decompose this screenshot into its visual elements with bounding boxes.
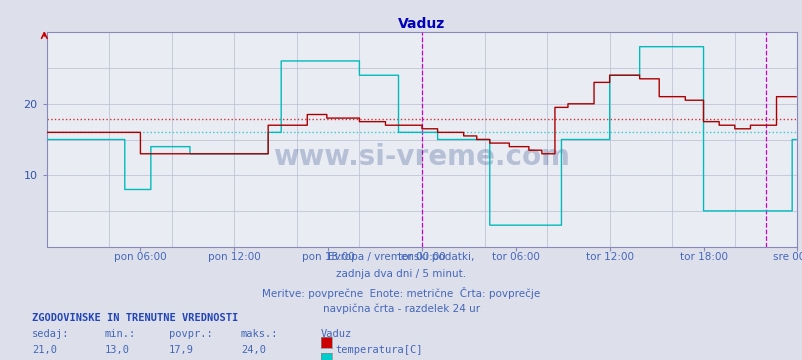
Text: www.si-vreme.com: www.si-vreme.com [273, 143, 569, 171]
Text: temperatura[C]: temperatura[C] [335, 345, 423, 355]
Title: Vaduz: Vaduz [398, 17, 445, 31]
Text: ZGODOVINSKE IN TRENUTNE VREDNOSTI: ZGODOVINSKE IN TRENUTNE VREDNOSTI [32, 313, 238, 323]
Text: maks.:: maks.: [241, 329, 278, 339]
Text: sedaj:: sedaj: [32, 329, 70, 339]
Text: navpična črta - razdelek 24 ur: navpična črta - razdelek 24 ur [322, 304, 480, 314]
Text: Evropa / vremenski podatki,: Evropa / vremenski podatki, [328, 252, 474, 262]
Text: Vaduz: Vaduz [321, 329, 352, 339]
Text: Meritve: povprečne  Enote: metrične  Črta: povprečje: Meritve: povprečne Enote: metrične Črta:… [262, 287, 540, 298]
Text: 24,0: 24,0 [241, 345, 265, 355]
Text: 21,0: 21,0 [32, 345, 57, 355]
Text: 17,9: 17,9 [168, 345, 193, 355]
Text: zadnja dva dni / 5 minut.: zadnja dva dni / 5 minut. [336, 269, 466, 279]
Text: 13,0: 13,0 [104, 345, 129, 355]
Text: min.:: min.: [104, 329, 136, 339]
Text: povpr.:: povpr.: [168, 329, 212, 339]
